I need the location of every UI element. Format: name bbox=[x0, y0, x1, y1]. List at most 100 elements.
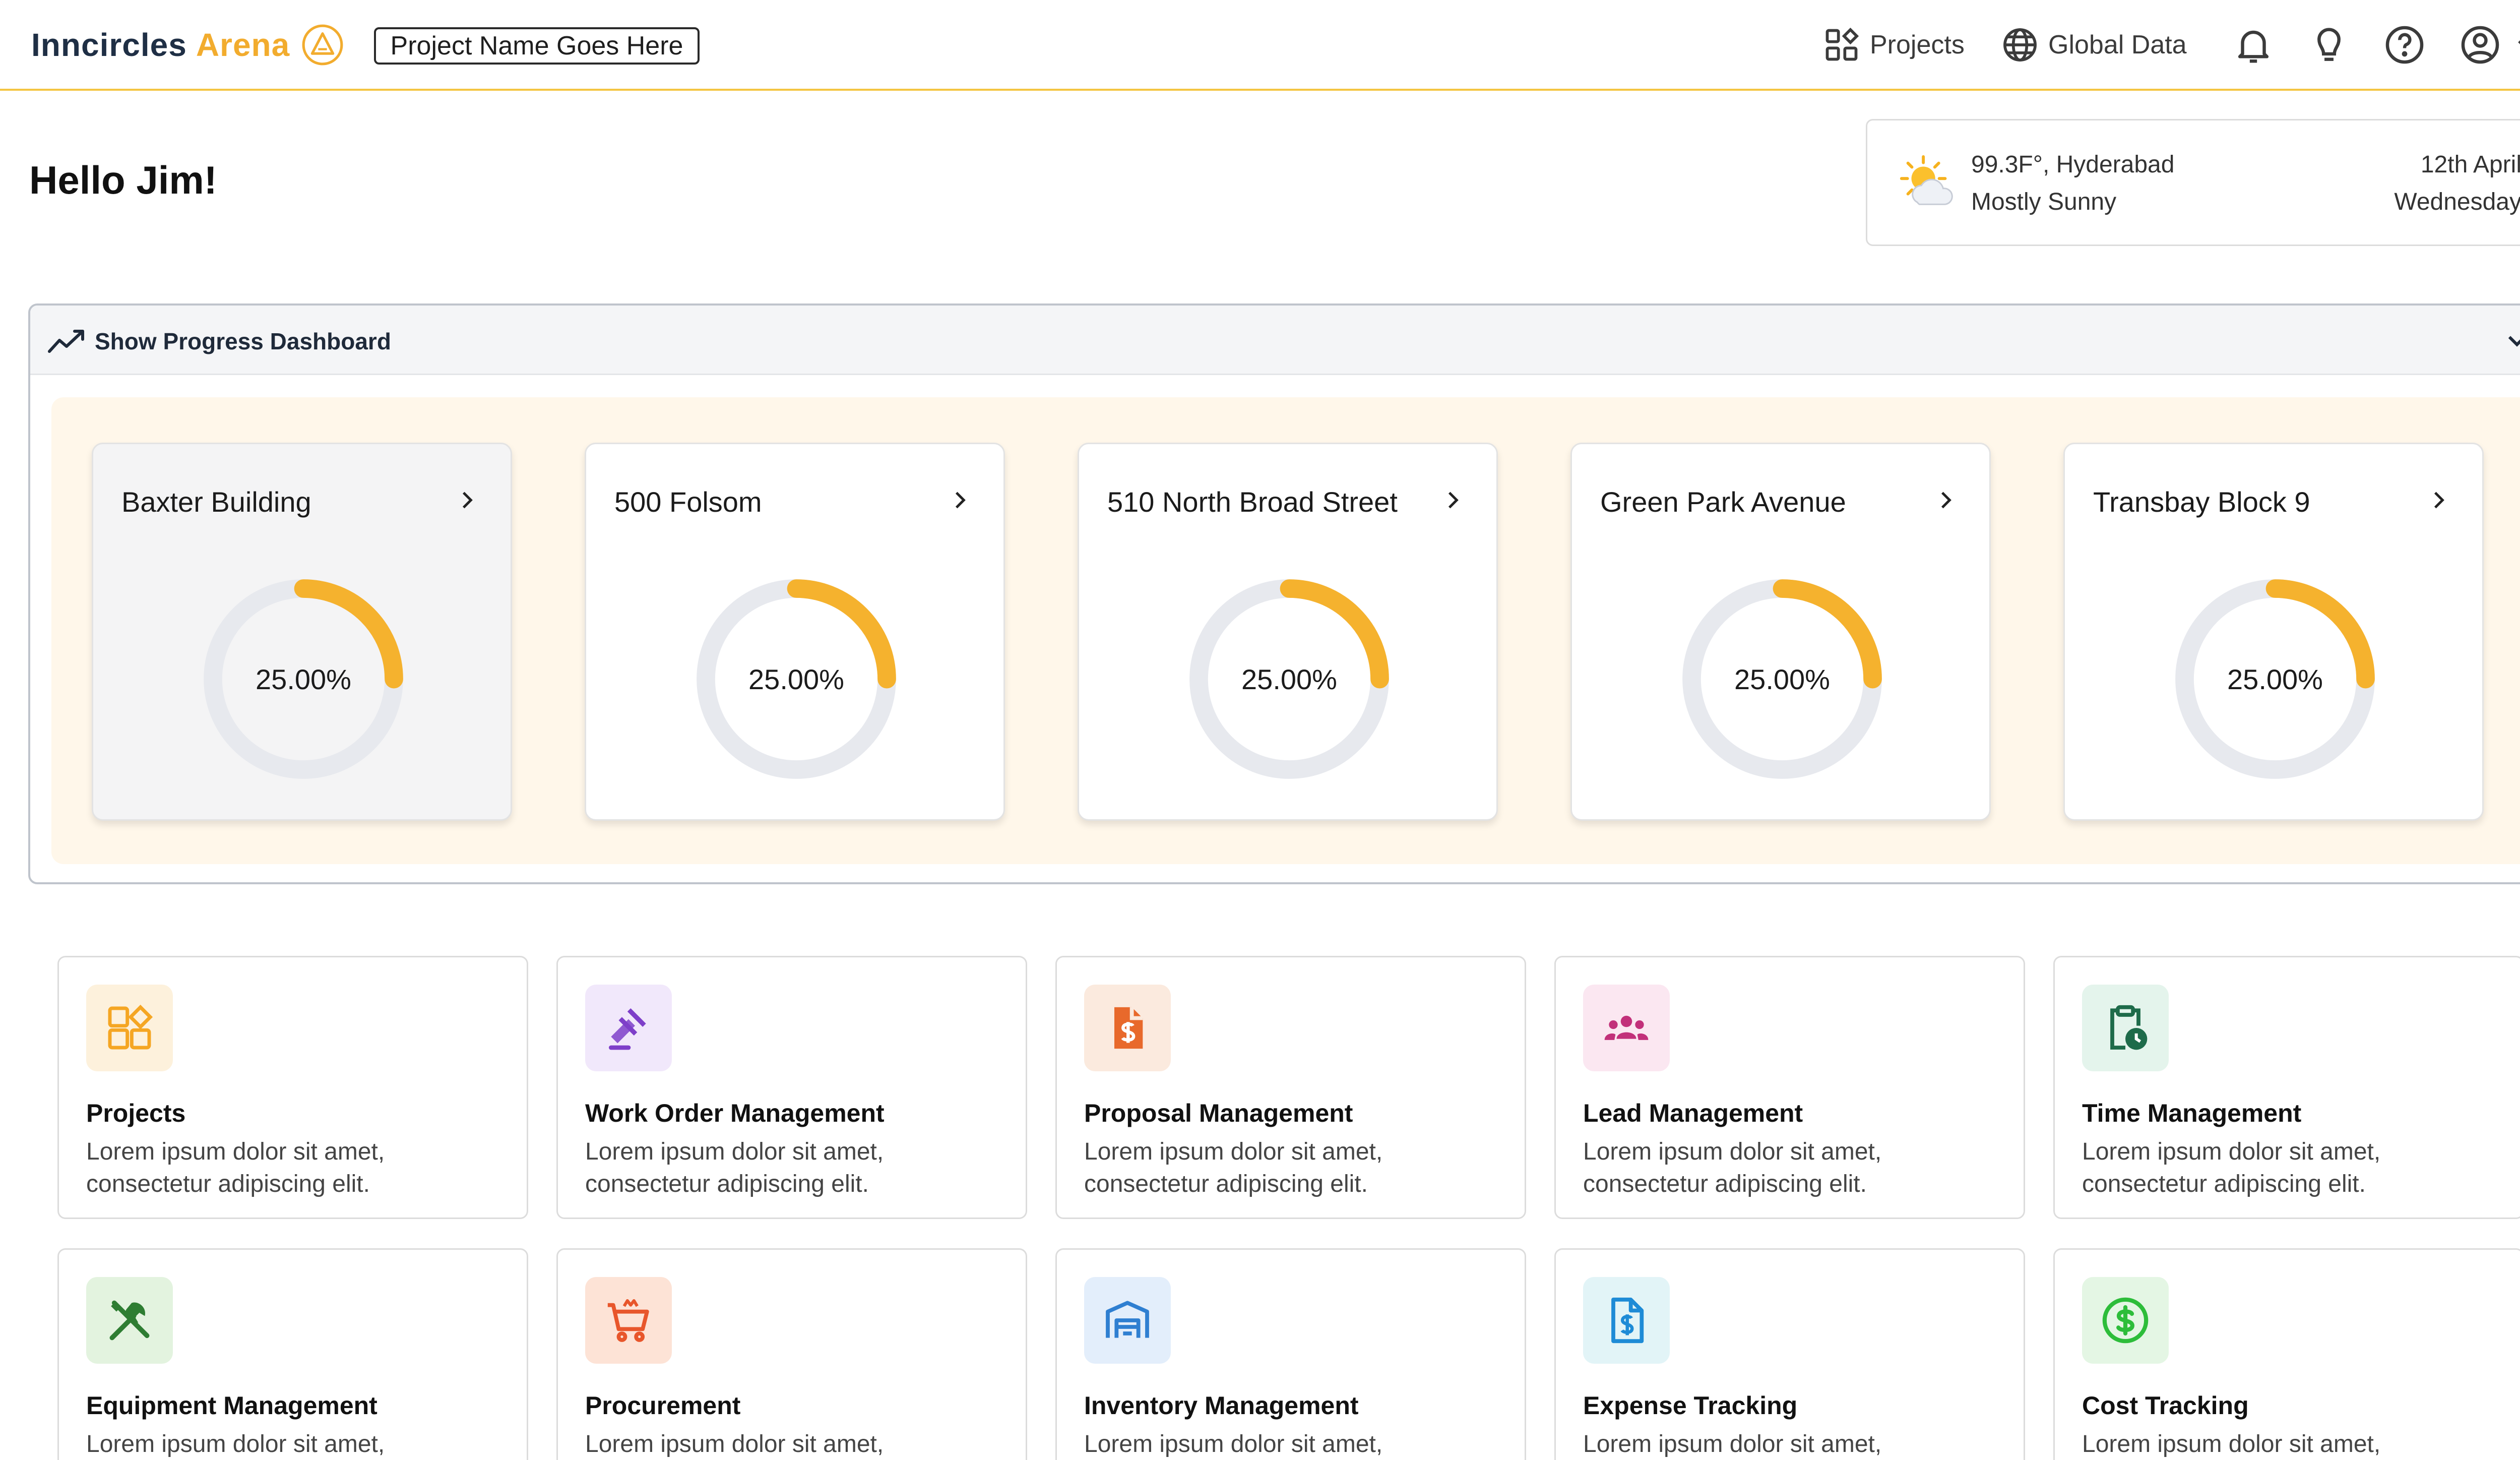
chevron-right-icon[interactable] bbox=[454, 488, 479, 513]
module-title: Proposal Management bbox=[1084, 1099, 1353, 1127]
module-icon-box bbox=[585, 1277, 672, 1364]
project-name: Baxter Building bbox=[121, 486, 311, 518]
weather-temperature: 99.3F°, Hyderabad bbox=[1971, 151, 2175, 178]
module-card-projects[interactable]: Projects Lorem ipsum dolor sit amet, con… bbox=[57, 956, 528, 1219]
progress-ring bbox=[1682, 579, 1882, 779]
grid-icon bbox=[1825, 27, 1859, 61]
warehouse-icon bbox=[1106, 1301, 1149, 1338]
module-card-cost-tracking[interactable]: Cost Tracking Lorem ipsum dolor sit amet… bbox=[2053, 1248, 2520, 1460]
module-description: Lorem ipsum dolor sit amet, consectetur … bbox=[86, 1138, 385, 1197]
module-title: Equipment Management bbox=[86, 1391, 377, 1420]
module-icon-box bbox=[1084, 985, 1171, 1071]
module-description: Lorem ipsum dolor sit amet, consectetur … bbox=[585, 1138, 884, 1197]
chevron-right-icon[interactable] bbox=[2426, 488, 2451, 513]
weather-widget: 99.3F°, Hyderabad Mostly Sunny 12th Apri… bbox=[1866, 119, 2520, 246]
chevron-right-icon[interactable] bbox=[1440, 488, 1465, 513]
help-icon[interactable] bbox=[2383, 23, 2426, 67]
progress-ring bbox=[2175, 579, 2375, 779]
module-title: Cost Tracking bbox=[2082, 1391, 2249, 1420]
globe-icon bbox=[2003, 28, 2037, 62]
module-card-time-management[interactable]: Time Management Lorem ipsum dolor sit am… bbox=[2053, 956, 2520, 1219]
project-progress-card[interactable]: Baxter Building 25.00% bbox=[92, 443, 512, 821]
progress-ring-arc bbox=[1189, 579, 1389, 779]
progress-ring-arc bbox=[1682, 579, 1882, 779]
progress-percent: 25.00% bbox=[1241, 663, 1337, 695]
module-title: Lead Management bbox=[1583, 1099, 1803, 1127]
module-icon-box bbox=[2082, 985, 2169, 1071]
module-description: Lorem ipsum dolor sit amet, bbox=[1084, 1431, 1383, 1457]
module-icon-box bbox=[86, 985, 173, 1071]
module-description: Lorem ipsum dolor sit amet, bbox=[86, 1431, 385, 1457]
progress-ring bbox=[204, 579, 403, 779]
dollar-document-icon bbox=[1114, 1007, 1143, 1049]
module-icon-box bbox=[1084, 1277, 1171, 1364]
module-title: Work Order Management bbox=[585, 1099, 885, 1127]
progress-ring-arc bbox=[697, 579, 896, 779]
tools-icon bbox=[109, 1300, 150, 1341]
project-name: 510 North Broad Street bbox=[1107, 486, 1398, 518]
partly-sunny-icon bbox=[1900, 155, 1953, 205]
project-name: Green Park Avenue bbox=[1600, 486, 1846, 518]
project-progress-card[interactable]: 510 North Broad Street 25.00% bbox=[1078, 443, 1498, 821]
progress-dashboard-toggle[interactable]: Show Progress Dashboard bbox=[30, 306, 2520, 375]
project-name-selector[interactable]: Project Name Goes Here bbox=[374, 27, 700, 65]
module-card-procurement[interactable]: Procurement Lorem ipsum dolor sit amet, bbox=[556, 1248, 1027, 1460]
chevron-right-icon[interactable] bbox=[947, 488, 972, 513]
progress-percent: 25.00% bbox=[1734, 663, 1830, 695]
trend-line-icon bbox=[48, 330, 84, 353]
module-description: Lorem ipsum dolor sit amet, consectetur … bbox=[1583, 1138, 1882, 1197]
brand-logo[interactable]: Inncircles Arena bbox=[31, 24, 344, 66]
progress-ring-arc bbox=[204, 579, 403, 779]
progress-percent: 25.00% bbox=[2227, 663, 2323, 695]
module-card-equipment-management[interactable]: Equipment Management Lorem ipsum dolor s… bbox=[57, 1248, 528, 1460]
clipboard-clock-icon bbox=[2110, 1005, 2148, 1050]
module-title: Expense Tracking bbox=[1583, 1391, 1798, 1420]
progress-dashboard-title: Show Progress Dashboard bbox=[95, 328, 391, 354]
module-card-expense-tracking[interactable]: Expense Tracking Lorem ipsum dolor sit a… bbox=[1554, 1248, 2025, 1460]
chevron-right-icon[interactable] bbox=[1933, 488, 1958, 513]
project-progress-card[interactable]: Green Park Avenue 25.00% bbox=[1570, 443, 1991, 821]
nav-projects-label: Projects bbox=[1870, 30, 1965, 59]
module-card-proposal-management[interactable]: Proposal Management Lorem ipsum dolor si… bbox=[1055, 956, 1526, 1219]
project-name: Transbay Block 9 bbox=[2093, 486, 2310, 518]
project-name: 500 Folsom bbox=[614, 486, 762, 518]
nav-projects[interactable]: Projects bbox=[1822, 23, 1965, 67]
bell-icon[interactable] bbox=[2232, 23, 2275, 67]
module-description: Lorem ipsum dolor sit amet, bbox=[1583, 1431, 1882, 1457]
module-icon-box bbox=[2082, 1277, 2169, 1364]
project-progress-card[interactable]: 500 Folsom 25.00% bbox=[585, 443, 1005, 821]
lightbulb-icon[interactable] bbox=[2307, 23, 2351, 67]
module-description: Lorem ipsum dolor sit amet, consectetur … bbox=[2082, 1138, 2381, 1197]
user-icon[interactable] bbox=[2459, 23, 2502, 67]
module-icon-box bbox=[86, 1277, 173, 1364]
progress-ring bbox=[697, 579, 896, 779]
progress-percent: 25.00% bbox=[256, 663, 351, 695]
brand-name: Inncircles bbox=[31, 27, 187, 63]
chevron-down-icon[interactable] bbox=[2502, 326, 2520, 356]
module-description: Lorem ipsum dolor sit amet, bbox=[2082, 1431, 2381, 1457]
gavel-icon bbox=[609, 1008, 646, 1050]
cart-icon bbox=[607, 1299, 649, 1342]
module-card-work-order-management[interactable]: Work Order Management Lorem ipsum dolor … bbox=[556, 956, 1027, 1219]
weather-date: 12th April bbox=[2420, 151, 2520, 178]
nav-global-data[interactable]: Global Data bbox=[2001, 23, 2187, 67]
progress-dashboard: Show Progress Dashboard Baxter Building … bbox=[28, 303, 2520, 884]
arena-logo-icon bbox=[302, 24, 343, 66]
module-card-inventory-management[interactable]: Inventory Management Lorem ipsum dolor s… bbox=[1055, 1248, 1526, 1460]
module-description: Lorem ipsum dolor sit amet, bbox=[585, 1431, 884, 1457]
nav-global-data-label: Global Data bbox=[2048, 30, 2187, 59]
module-icon-box bbox=[1583, 1277, 1670, 1364]
greeting-heading: Hello Jim! bbox=[29, 158, 217, 202]
module-card-lead-management[interactable]: Lead Management Lorem ipsum dolor sit am… bbox=[1554, 956, 2025, 1219]
chevron-down-icon[interactable] bbox=[2512, 23, 2520, 67]
project-progress-card[interactable]: Transbay Block 9 25.00% bbox=[2063, 443, 2484, 821]
grid-shapes-icon bbox=[108, 1004, 153, 1050]
progress-cards-area: Baxter Building 25.00% 500 Folsom 25.00%… bbox=[51, 397, 2520, 864]
module-title: Projects bbox=[86, 1099, 186, 1127]
receipt-dollar-icon bbox=[1611, 1297, 1644, 1344]
top-header: Inncircles Arena Project Name Goes Here … bbox=[0, 0, 2520, 91]
module-title: Procurement bbox=[585, 1391, 741, 1420]
module-icon-box bbox=[585, 985, 672, 1071]
brand-accent: Arena bbox=[196, 27, 290, 63]
module-title: Inventory Management bbox=[1084, 1391, 1359, 1420]
